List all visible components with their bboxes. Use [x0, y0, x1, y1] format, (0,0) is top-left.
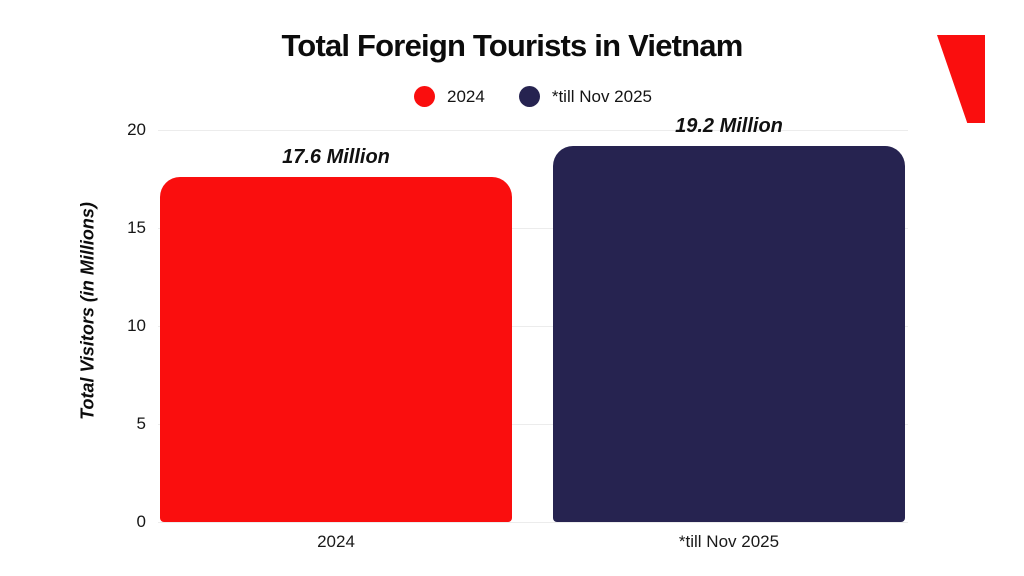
- chart-title: Total Foreign Tourists in Vietnam: [281, 28, 743, 63]
- y-tick-label-5: 5: [136, 414, 146, 433]
- y-axis-title: Total Visitors (in Millions): [77, 202, 98, 420]
- bar-2024: [160, 177, 512, 522]
- red-corner-logo-icon: [937, 35, 985, 123]
- legend-swatch-till-nov-2025-icon: [518, 86, 540, 107]
- y-tick-label-15: 15: [127, 218, 146, 237]
- gridline-10: [158, 326, 908, 327]
- plot-area: 17.6 Million 2024 19.2 Million *till Nov…: [127, 115, 908, 551]
- legend: 2024 *till Nov 2025: [158, 86, 908, 107]
- value-label-2024: 17.6 Million: [282, 146, 390, 169]
- legend-label-till-nov-2025: *till Nov 2025: [551, 86, 652, 106]
- value-label-till-nov-2025: 19.2 Million: [675, 114, 783, 137]
- gridline-15: [158, 228, 908, 229]
- bar-group-2024: 17.6 Million 2024: [160, 130, 512, 551]
- y-tick-label-20: 20: [127, 120, 146, 139]
- bar-till-nov-2025: [553, 145, 905, 522]
- gridline-5: [158, 424, 908, 425]
- gridline-0: [158, 522, 908, 523]
- gridline-20: [158, 130, 908, 131]
- y-tick-label-10: 10: [127, 316, 146, 335]
- legend-label-2024: 2024: [447, 86, 485, 106]
- x-tick-label-2024: 2024: [317, 532, 355, 551]
- legend-item-till-nov-2025: *till Nov 2025: [518, 86, 652, 107]
- legend-item-2024: 2024: [414, 86, 485, 107]
- legend-swatch-2024-icon: [414, 86, 435, 107]
- y-tick-label-0: 0: [136, 512, 146, 531]
- x-tick-label-till-nov-2025: *till Nov 2025: [678, 532, 780, 551]
- bar-group-till-nov-2025: 19.2 Million *till Nov 2025: [553, 115, 905, 551]
